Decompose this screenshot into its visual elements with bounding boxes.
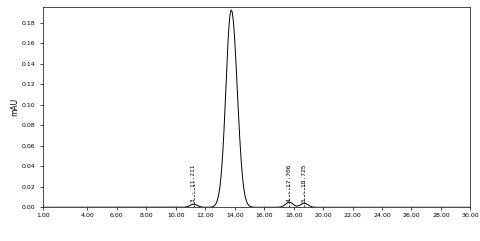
Text: 5 - 18.725: 5 - 18.725: [302, 165, 307, 202]
Text: 3 - 11.211: 3 - 11.211: [191, 165, 196, 202]
Text: 4 - 17.706: 4 - 17.706: [287, 165, 292, 202]
Y-axis label: mAU: mAU: [10, 98, 19, 116]
